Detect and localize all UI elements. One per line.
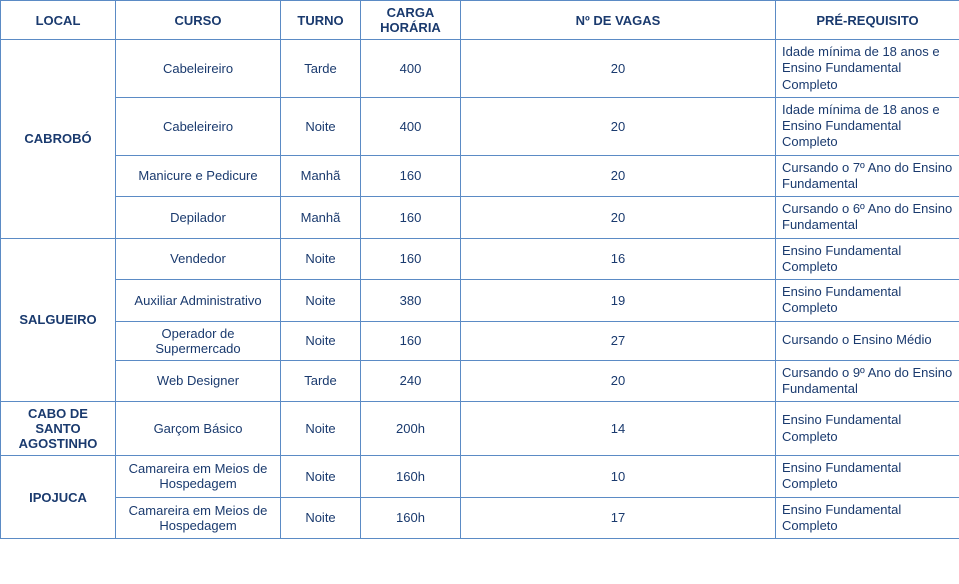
- table-row: SALGUEIROVendedorNoite16016Ensino Fundam…: [1, 238, 959, 280]
- vagas-cell: 17: [461, 497, 776, 539]
- carga-cell: 380: [361, 280, 461, 322]
- table-row: CABROBÓCabeleireiroTarde40020Idade mínim…: [1, 40, 959, 98]
- curso-cell: Auxiliar Administrativo: [116, 280, 281, 322]
- turno-cell: Manhã: [281, 155, 361, 197]
- carga-cell: 400: [361, 40, 461, 98]
- vagas-cell: 14: [461, 402, 776, 456]
- curso-cell: Manicure e Pedicure: [116, 155, 281, 197]
- table-row: Manicure e PedicureManhã16020Cursando o …: [1, 155, 959, 197]
- turno-cell: Noite: [281, 456, 361, 498]
- prereq-cell: Ensino Fundamental Completo: [776, 456, 959, 498]
- vagas-cell: 20: [461, 97, 776, 155]
- prereq-cell: Ensino Fundamental Completo: [776, 238, 959, 280]
- turno-cell: Tarde: [281, 40, 361, 98]
- prereq-cell: Cursando o 7º Ano do Ensino Fundamental: [776, 155, 959, 197]
- turno-cell: Noite: [281, 321, 361, 360]
- local-cell: IPOJUCA: [1, 456, 116, 539]
- prereq-cell: Cursando o Ensino Médio: [776, 321, 959, 360]
- carga-cell: 400: [361, 97, 461, 155]
- table-head: LOCAL CURSO TURNO CARGA HORÁRIA Nº DE VA…: [1, 1, 959, 40]
- local-cell: CABO DE SANTO AGOSTINHO: [1, 402, 116, 456]
- turno-cell: Manhã: [281, 197, 361, 239]
- curso-cell: Cabeleireiro: [116, 97, 281, 155]
- curso-cell: Vendedor: [116, 238, 281, 280]
- prereq-cell: Ensino Fundamental Completo: [776, 280, 959, 322]
- vagas-cell: 20: [461, 40, 776, 98]
- vagas-cell: 19: [461, 280, 776, 322]
- turno-cell: Noite: [281, 402, 361, 456]
- vagas-cell: 16: [461, 238, 776, 280]
- turno-cell: Noite: [281, 497, 361, 539]
- table-row: CABO DE SANTO AGOSTINHOGarçom BásicoNoit…: [1, 402, 959, 456]
- header-vagas: Nº DE VAGAS: [461, 1, 776, 40]
- carga-cell: 160: [361, 197, 461, 239]
- header-carga: CARGA HORÁRIA: [361, 1, 461, 40]
- turno-cell: Noite: [281, 97, 361, 155]
- carga-cell: 160: [361, 238, 461, 280]
- turno-cell: Tarde: [281, 360, 361, 402]
- prereq-cell: Cursando o 6º Ano do Ensino Fundamental: [776, 197, 959, 239]
- header-prereq: PRÉ-REQUISITO: [776, 1, 959, 40]
- table-row: Auxiliar AdministrativoNoite38019Ensino …: [1, 280, 959, 322]
- table-row: DepiladorManhã16020Cursando o 6º Ano do …: [1, 197, 959, 239]
- turno-cell: Noite: [281, 280, 361, 322]
- vagas-cell: 20: [461, 360, 776, 402]
- carga-cell: 160: [361, 155, 461, 197]
- header-local: LOCAL: [1, 1, 116, 40]
- prereq-cell: Idade mínima de 18 anos e Ensino Fundame…: [776, 40, 959, 98]
- header-row: LOCAL CURSO TURNO CARGA HORÁRIA Nº DE VA…: [1, 1, 959, 40]
- header-turno: TURNO: [281, 1, 361, 40]
- local-cell: CABROBÓ: [1, 40, 116, 239]
- carga-cell: 200h: [361, 402, 461, 456]
- header-curso: CURSO: [116, 1, 281, 40]
- table-body: CABROBÓCabeleireiroTarde40020Idade mínim…: [1, 40, 959, 539]
- table-row: IPOJUCACamareira em Meios de HospedagemN…: [1, 456, 959, 498]
- curso-cell: Operador de Supermercado: [116, 321, 281, 360]
- table-row: Web DesignerTarde24020Cursando o 9º Ano …: [1, 360, 959, 402]
- curso-cell: Camareira em Meios de Hospedagem: [116, 456, 281, 498]
- carga-cell: 240: [361, 360, 461, 402]
- carga-cell: 160h: [361, 456, 461, 498]
- table-row: Camareira em Meios de HospedagemNoite160…: [1, 497, 959, 539]
- prereq-cell: Idade mínima de 18 anos e Ensino Fundame…: [776, 97, 959, 155]
- turno-cell: Noite: [281, 238, 361, 280]
- curso-cell: Depilador: [116, 197, 281, 239]
- table-row: CabeleireiroNoite40020Idade mínima de 18…: [1, 97, 959, 155]
- table-row: Operador de SupermercadoNoite16027Cursan…: [1, 321, 959, 360]
- curso-cell: Garçom Básico: [116, 402, 281, 456]
- curso-cell: Web Designer: [116, 360, 281, 402]
- courses-table: LOCAL CURSO TURNO CARGA HORÁRIA Nº DE VA…: [0, 0, 959, 539]
- vagas-cell: 20: [461, 197, 776, 239]
- curso-cell: Cabeleireiro: [116, 40, 281, 98]
- vagas-cell: 27: [461, 321, 776, 360]
- local-cell: SALGUEIRO: [1, 238, 116, 402]
- prereq-cell: Ensino Fundamental Completo: [776, 402, 959, 456]
- vagas-cell: 20: [461, 155, 776, 197]
- prereq-cell: Ensino Fundamental Completo: [776, 497, 959, 539]
- carga-cell: 160: [361, 321, 461, 360]
- carga-cell: 160h: [361, 497, 461, 539]
- vagas-cell: 10: [461, 456, 776, 498]
- curso-cell: Camareira em Meios de Hospedagem: [116, 497, 281, 539]
- prereq-cell: Cursando o 9º Ano do Ensino Fundamental: [776, 360, 959, 402]
